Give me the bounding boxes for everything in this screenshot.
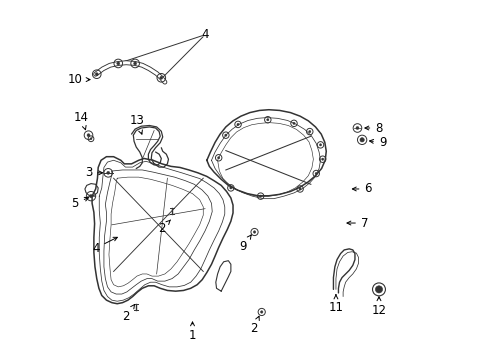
Text: 14: 14 <box>74 111 89 130</box>
Circle shape <box>266 119 268 121</box>
Circle shape <box>298 188 301 190</box>
Text: 9: 9 <box>369 136 386 149</box>
Circle shape <box>224 134 226 136</box>
Circle shape <box>89 194 92 198</box>
Circle shape <box>229 187 231 189</box>
Circle shape <box>133 62 136 65</box>
Circle shape <box>87 134 90 137</box>
Circle shape <box>236 123 239 126</box>
Circle shape <box>95 73 98 76</box>
Text: 1: 1 <box>188 322 196 342</box>
Text: 3: 3 <box>84 166 102 179</box>
Text: 2: 2 <box>158 220 170 235</box>
Circle shape <box>355 126 358 130</box>
Text: 13: 13 <box>129 114 144 134</box>
Circle shape <box>308 130 310 133</box>
Circle shape <box>319 144 321 146</box>
Circle shape <box>90 138 92 140</box>
Circle shape <box>321 158 323 160</box>
Text: 8: 8 <box>364 122 382 135</box>
Text: 12: 12 <box>371 297 386 318</box>
Text: 4: 4 <box>92 237 117 255</box>
Circle shape <box>253 231 255 233</box>
Circle shape <box>106 171 109 174</box>
Circle shape <box>260 311 263 313</box>
Text: 2: 2 <box>249 316 259 335</box>
Circle shape <box>359 138 364 142</box>
Text: 2: 2 <box>122 305 134 323</box>
Text: 11: 11 <box>328 295 343 314</box>
Text: 10: 10 <box>68 73 90 86</box>
Text: 5: 5 <box>71 197 88 210</box>
Circle shape <box>160 76 163 79</box>
Text: 4: 4 <box>201 28 208 41</box>
Text: 6: 6 <box>352 183 371 195</box>
Circle shape <box>292 122 295 125</box>
Text: 9: 9 <box>239 235 251 253</box>
Text: 7: 7 <box>346 216 367 230</box>
Circle shape <box>259 195 261 197</box>
Circle shape <box>217 157 220 159</box>
Circle shape <box>375 286 382 293</box>
Circle shape <box>117 62 120 65</box>
Circle shape <box>314 172 317 175</box>
